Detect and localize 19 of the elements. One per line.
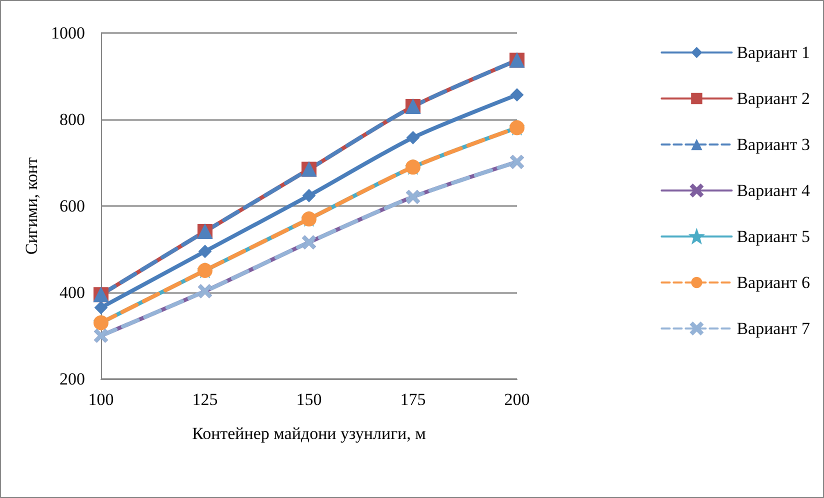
legend-label: Вариант 2 — [736, 89, 810, 108]
x-tick-label: 125 — [192, 390, 218, 409]
y-tick-label: 600 — [60, 196, 85, 216]
legend-label: Вариант 7 — [736, 319, 810, 338]
legend-label: Вариант 4 — [736, 181, 810, 200]
legend-label: Вариант 6 — [736, 273, 810, 292]
x-tick-label: 150 — [296, 390, 322, 409]
y-axis-title: Сигими, конт — [22, 156, 42, 255]
x-axis-title: Контейнер майдони узунлиги, м — [192, 424, 426, 443]
legend-label: Вариант 3 — [736, 135, 810, 154]
y-tick-label: 200 — [60, 370, 85, 388]
y-tick-label: 1000 — [51, 24, 85, 42]
x-tick-label: 200 — [504, 390, 530, 409]
x-tick-label: 100 — [88, 390, 114, 409]
legend-label: Вариант 1 — [736, 43, 810, 62]
x-tick-label: 175 — [400, 390, 426, 409]
y-tick-label: 800 — [60, 110, 85, 129]
y-tick-label: 400 — [60, 283, 85, 302]
legend-label: Вариант 5 — [736, 227, 810, 246]
